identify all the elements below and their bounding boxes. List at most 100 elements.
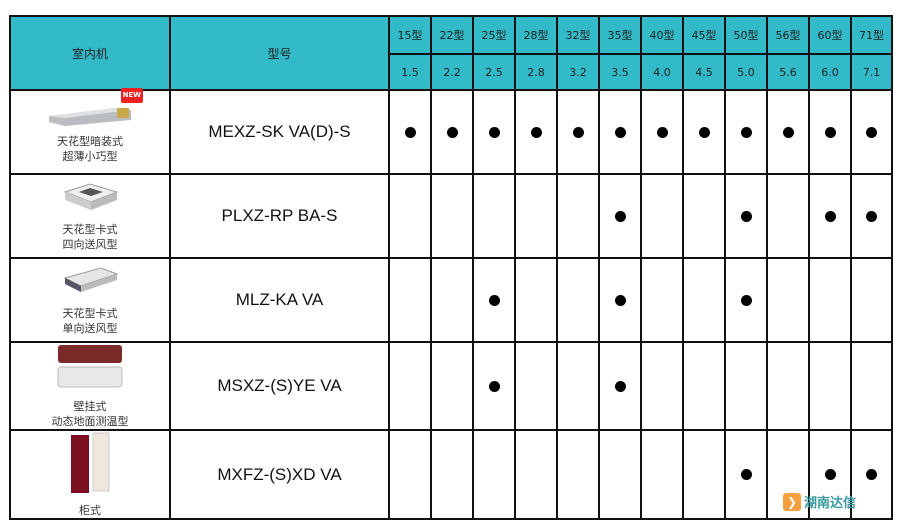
size-header: 40型 bbox=[640, 15, 684, 55]
cassette-1way-image bbox=[55, 264, 125, 302]
availability-cell bbox=[472, 429, 516, 520]
availability-cell bbox=[766, 341, 810, 431]
capacity-header: 3.5 bbox=[598, 53, 642, 91]
available-dot-icon bbox=[824, 126, 836, 138]
availability-cell bbox=[514, 89, 558, 175]
availability-cell bbox=[388, 341, 432, 431]
unit-subtype: 动态地面测温型 bbox=[51, 415, 129, 428]
availability-cell bbox=[850, 89, 893, 175]
availability-cell bbox=[388, 429, 432, 520]
model-name: MLZ-KA VA bbox=[169, 257, 390, 343]
floor-standing-image bbox=[65, 431, 115, 499]
availability-cell bbox=[808, 257, 852, 343]
size-header: 22型 bbox=[430, 15, 474, 55]
availability-cell bbox=[556, 89, 600, 175]
indoor-unit-cell: NEW 天花型暗装式 超薄小巧型 bbox=[9, 88, 171, 175]
size-header: 60型 bbox=[808, 15, 852, 55]
availability-cell bbox=[682, 257, 726, 343]
available-dot-icon bbox=[614, 380, 626, 392]
available-dot-icon bbox=[488, 126, 500, 138]
availability-cell bbox=[430, 89, 474, 175]
availability-cell bbox=[682, 173, 726, 259]
indoor-unit-cell: 柜式 bbox=[9, 429, 171, 520]
availability-cell bbox=[766, 89, 810, 175]
indoor-unit-cell: 天花型卡式四向送风型 bbox=[9, 173, 171, 259]
size-header: 71型 bbox=[850, 15, 893, 55]
indoor-unit-cell: 壁挂式 动态地面测温型 bbox=[9, 341, 171, 431]
available-dot-icon bbox=[614, 294, 626, 306]
availability-cell bbox=[556, 341, 600, 431]
available-dot-icon bbox=[530, 126, 542, 138]
availability-cell bbox=[766, 257, 810, 343]
availability-cell bbox=[808, 341, 852, 431]
availability-cell bbox=[556, 429, 600, 520]
model-name: MSXZ-(S)YE VA bbox=[169, 341, 390, 431]
unit-type: 天花型卡式 bbox=[62, 223, 118, 236]
model-name: MEXZ-SK VA(D)-S bbox=[169, 89, 390, 175]
available-dot-icon bbox=[824, 469, 836, 480]
model-name: MXFZ-(S)XD VA bbox=[169, 429, 390, 520]
availability-cell bbox=[808, 89, 852, 175]
availability-cell bbox=[724, 257, 768, 343]
availability-cell bbox=[640, 341, 684, 431]
availability-cell bbox=[682, 341, 726, 431]
availability-cell bbox=[808, 173, 852, 259]
availability-cell bbox=[598, 341, 642, 431]
size-header: 15型 bbox=[388, 15, 432, 55]
availability-cell bbox=[850, 257, 893, 343]
available-dot-icon bbox=[404, 126, 416, 138]
capacity-header: 6.0 bbox=[808, 53, 852, 91]
unit-subtype: 四向送风型 bbox=[62, 238, 118, 251]
capacity-header: 4.0 bbox=[640, 53, 684, 91]
availability-cell bbox=[598, 173, 642, 259]
available-dot-icon bbox=[866, 126, 877, 138]
availability-cell bbox=[430, 341, 474, 431]
new-badge: NEW bbox=[120, 88, 143, 103]
model-name: PLXZ-RP BA-S bbox=[169, 173, 390, 259]
available-dot-icon bbox=[698, 126, 710, 138]
available-dot-icon bbox=[488, 294, 500, 306]
availability-cell bbox=[598, 429, 642, 520]
size-header: 50型 bbox=[724, 15, 768, 55]
available-dot-icon bbox=[866, 210, 877, 222]
unit-type: 天花型卡式 bbox=[62, 307, 118, 320]
size-header: 35型 bbox=[598, 15, 642, 55]
availability-cell bbox=[598, 89, 642, 175]
availability-cell bbox=[724, 429, 768, 520]
availability-cell bbox=[556, 173, 600, 259]
unit-header: 室内机 bbox=[9, 15, 171, 91]
capacity-header: 3.2 bbox=[556, 53, 600, 91]
availability-cell bbox=[556, 257, 600, 343]
availability-cell bbox=[724, 173, 768, 259]
availability-cell bbox=[640, 429, 684, 520]
size-header: 28型 bbox=[514, 15, 558, 55]
availability-cell bbox=[850, 341, 893, 431]
table-row: 柜式 MXFZ-(S)XD VA bbox=[9, 429, 893, 520]
model-table: 室内机 型号 15型 22型 25型 28型 32型 35型 40型 45型 50型 56型 60型 71… bbox=[9, 15, 893, 520]
availability-cell bbox=[766, 173, 810, 259]
availability-cell bbox=[640, 89, 684, 175]
availability-cell bbox=[850, 173, 893, 259]
watermark-logo-icon: ❯ bbox=[783, 492, 801, 511]
table-row: 天花型卡式 四向送风型 PLXZ-RP BA-S bbox=[9, 173, 893, 259]
availability-cell bbox=[850, 429, 893, 520]
availability-cell bbox=[472, 173, 516, 259]
watermark: ❯ 湖南达信 bbox=[783, 492, 856, 511]
availability-cell bbox=[430, 429, 474, 520]
available-dot-icon bbox=[572, 126, 584, 138]
table-row: NEW 天花型暗装式 超薄小巧型 MEXZ-SK VA(D)-S bbox=[9, 88, 893, 175]
available-dot-icon bbox=[446, 126, 458, 138]
indoor-unit-cell: 天花型卡式单向送风型 bbox=[9, 257, 171, 343]
size-header: 32型 bbox=[556, 15, 600, 55]
availability-cell bbox=[388, 89, 432, 175]
unit-type: 柜式 bbox=[79, 504, 101, 517]
availability-cell bbox=[724, 341, 768, 431]
availability-cell bbox=[514, 257, 558, 343]
unit-subtype: 单向送风型 bbox=[62, 322, 118, 335]
capacity-header: 2.5 bbox=[472, 53, 516, 91]
capacity-header: 5.0 bbox=[724, 53, 768, 91]
available-dot-icon bbox=[740, 294, 752, 306]
table-row: 壁挂式 动态地面测温型 MSXZ-(S)YE VA bbox=[9, 341, 893, 431]
availability-cell bbox=[472, 341, 516, 431]
available-dot-icon bbox=[866, 469, 877, 480]
